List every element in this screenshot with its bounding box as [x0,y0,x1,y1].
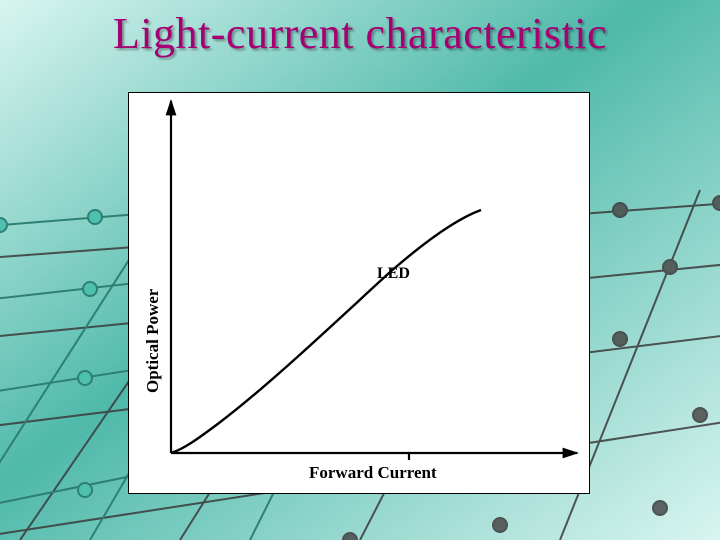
chart-panel: Optical Power Forward Current LED [128,92,590,494]
slide-title: Light-current characteristic [0,8,720,59]
slide: Light-current characteristic Optical Pow… [0,0,720,540]
series-led-curve [171,210,481,453]
y-axis-label: Optical Power [143,289,163,393]
li-chart [129,93,589,493]
series-led-label: LED [377,265,410,283]
x-axis-label: Forward Current [309,463,437,483]
x-axis-arrow [563,448,579,459]
y-axis-arrow [166,99,177,115]
